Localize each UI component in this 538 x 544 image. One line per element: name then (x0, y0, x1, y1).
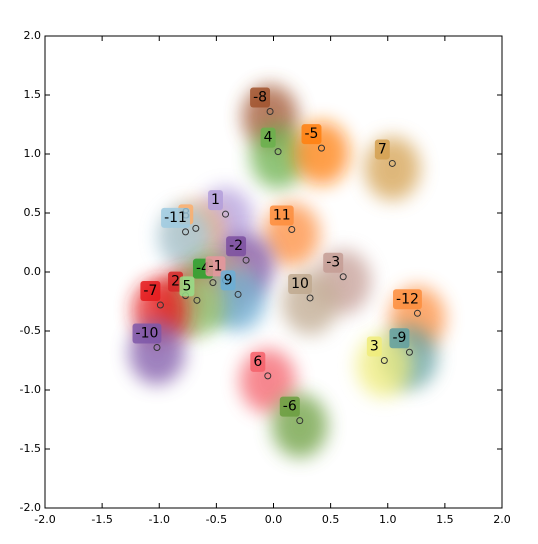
cluster-center (222, 210, 230, 218)
cluster-label-box (389, 328, 410, 349)
x-tick-label: 0.5 (322, 513, 340, 526)
cluster-label: -7 (143, 283, 157, 299)
cluster-center (192, 224, 200, 232)
cluster-label-box (132, 323, 162, 344)
cluster-label: -2 (229, 238, 243, 254)
y-tick-label: -2.0 (20, 501, 41, 514)
cluster-label-box (208, 190, 223, 211)
cluster-center (274, 148, 282, 156)
cluster-center (405, 348, 413, 356)
cluster-label-box (366, 336, 382, 357)
cluster-label-box (288, 273, 312, 294)
cluster-label: -5 (305, 126, 319, 142)
cluster-center (193, 296, 201, 304)
cluster-center (156, 301, 164, 309)
cluster-label-box (140, 281, 161, 302)
cluster-label: 1 (211, 192, 220, 208)
cluster-label: -3 (326, 255, 340, 271)
x-tick-label: -0.5 (206, 513, 227, 526)
cluster-center (264, 372, 272, 380)
cluster-label: 3 (370, 339, 379, 355)
cluster-label-box (250, 351, 266, 372)
cluster-center (288, 226, 296, 234)
cluster-label-box (301, 124, 322, 145)
cluster-label: -1 (209, 258, 223, 274)
cluster-label-box (161, 207, 190, 228)
cluster-label: 9 (224, 272, 233, 288)
cluster-label-box (393, 289, 422, 310)
cluster-center (242, 256, 250, 264)
cluster-center (388, 159, 396, 167)
cluster-label: -9 (392, 330, 406, 346)
cluster-label-box (374, 139, 390, 160)
cluster-center (209, 279, 217, 287)
cluster-label-box (179, 276, 195, 297)
cluster-cloud (364, 136, 421, 201)
x-tick-label: -2.0 (34, 513, 55, 526)
y-tick-label: -1.5 (20, 442, 41, 455)
cluster-label: 11 (273, 208, 291, 224)
cluster-label: 10 (291, 276, 309, 292)
cluster-label-box (220, 270, 236, 291)
x-tick-label: 2.0 (493, 513, 511, 526)
x-tick-label: 1.0 (379, 513, 397, 526)
cluster-center (306, 294, 314, 302)
y-tick-label: 2.0 (24, 29, 42, 42)
cluster-label-box (226, 236, 247, 257)
cluster-center (413, 309, 421, 317)
cluster-label-box (323, 252, 344, 273)
cluster-label: -11 (164, 210, 187, 226)
y-tick-label: 1.5 (24, 88, 42, 101)
cluster-label: -6 (283, 399, 297, 415)
cluster-center (182, 228, 190, 236)
cluster-center (234, 290, 242, 298)
cluster-center (153, 344, 161, 352)
cluster-center (296, 417, 304, 425)
cluster-center (317, 144, 325, 152)
cluster-label: -8 (253, 90, 267, 106)
y-tick-label: -1.0 (20, 383, 41, 396)
cluster-label: 4 (264, 130, 273, 146)
x-tick-label: -1.5 (91, 513, 112, 526)
y-tick-label: 0.0 (24, 265, 42, 278)
y-tick-label: 0.5 (24, 206, 42, 219)
cluster-center (380, 357, 388, 364)
cluster-label: -12 (396, 291, 419, 307)
cluster-label: 6 (253, 354, 262, 370)
cluster-label-box (260, 127, 276, 148)
x-tick-label: 0.0 (265, 513, 283, 526)
x-tick-label: -1.0 (149, 513, 170, 526)
cluster-label-box (269, 205, 294, 226)
cluster-label-box (205, 256, 226, 277)
cluster-label-box (168, 271, 183, 292)
cluster-label-box (279, 396, 300, 417)
y-tick-label: 1.0 (24, 147, 42, 160)
cluster-label: 5 (182, 278, 191, 294)
cluster-label: 7 (378, 141, 387, 157)
cluster-label-box (250, 87, 271, 108)
cluster-center (339, 273, 347, 281)
cluster-label: 2 (171, 274, 180, 290)
x-tick-label: 1.5 (436, 513, 454, 526)
cluster-label: -10 (136, 326, 159, 342)
y-tick-label: -0.5 (20, 324, 41, 337)
cluster-center (266, 108, 274, 116)
